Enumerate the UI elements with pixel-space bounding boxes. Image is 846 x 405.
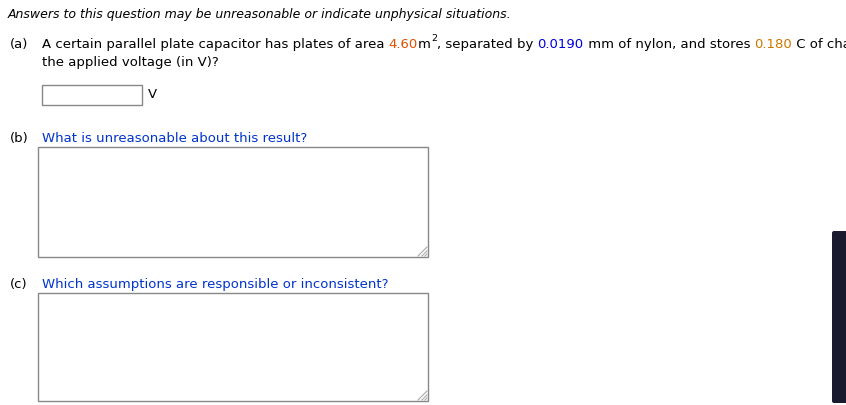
Bar [38,148,428,257]
Text: , separated by: , separated by [437,38,537,51]
Text: (a): (a) [10,38,29,51]
Text: C of charge. What is: C of charge. What is [792,38,846,51]
Text: A certain parallel plate capacitor has plates of area: A certain parallel plate capacitor has p… [42,38,389,51]
Text: m: m [418,38,431,51]
Text: 0.0190: 0.0190 [537,38,584,51]
Text: 2: 2 [431,34,437,43]
Bar [42,86,142,106]
Text: V: V [148,88,157,101]
FancyBboxPatch shape [832,231,846,403]
Text: Which assumptions are responsible or inconsistent?: Which assumptions are responsible or inc… [42,277,388,290]
Bar [38,293,428,401]
Text: (c): (c) [10,277,28,290]
Text: 0.180: 0.180 [755,38,792,51]
Text: Answers to this question may be unreasonable or indicate unphysical situations.: Answers to this question may be unreason… [8,8,512,21]
Text: (b): (b) [10,132,29,145]
Text: 4.60: 4.60 [389,38,418,51]
Text: the applied voltage (in V)?: the applied voltage (in V)? [42,56,219,69]
Text: What is unreasonable about this result?: What is unreasonable about this result? [42,132,307,145]
Text: mm of nylon, and stores: mm of nylon, and stores [584,38,755,51]
